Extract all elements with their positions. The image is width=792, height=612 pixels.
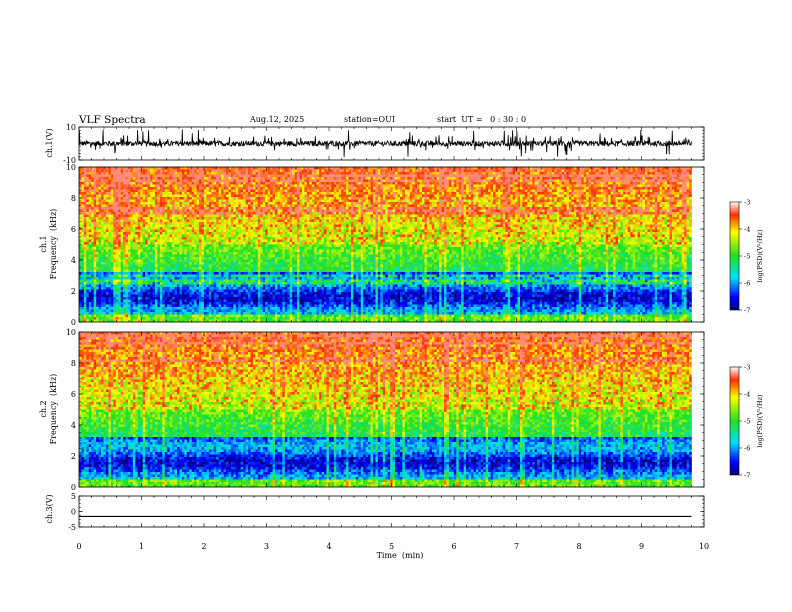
time-tick-label: 6 (451, 542, 456, 551)
ch1-waveform-trace (78, 129, 692, 158)
ch1-colorbar-label: log(PSD)(V²/Hz) (756, 229, 764, 282)
ch2-spectrogram-panel: 0 2 4 6 8 10 (66, 328, 705, 492)
time-tick-label: 2 (201, 542, 206, 551)
time-tick-label: 7 (514, 542, 519, 551)
time-tick-label: 5 (389, 542, 394, 551)
ch1-colorbar: -3 -4 -5 -6 -7 log(PSD)(V²/Hz) (729, 199, 764, 315)
ch1-spectrogram-panel: 0 2 4 6 8 10 (66, 163, 705, 327)
ch2-spec-cells (79, 332, 692, 488)
ch1-spec-ytick-label: 6 (71, 225, 76, 234)
ch2-spec-ylabel-channel: ch.2 (39, 400, 48, 417)
ch1-spec-cells (79, 167, 692, 323)
ch2-spec-ytick-label: 0 (71, 483, 76, 492)
ch1-spec-ytick-label: 0 (71, 318, 76, 327)
ch1-spec-ytick-label: 10 (66, 163, 76, 172)
time-tick-label: 3 (264, 542, 269, 551)
colorbar-tick-label: -7 (744, 472, 750, 480)
time-tick-label: 8 (576, 542, 581, 551)
colorbar-tick-label: -3 (744, 199, 750, 207)
ch3-ytick-label: -5 (68, 523, 76, 532)
colorbar-tick-label: -3 (744, 364, 750, 372)
date-label: Aug.12, 2025 (249, 115, 304, 124)
time-tick-label: 4 (326, 542, 331, 551)
ch1-ytick-label: 10 (66, 123, 76, 132)
ch3-frame (78, 495, 705, 528)
ch2-spec-ytick-label: 8 (71, 359, 76, 368)
ch3-ylabel: ch.3(V) (45, 494, 54, 523)
station-label: station=OUI (344, 115, 395, 124)
time-tick-label: 10 (699, 542, 709, 551)
time-axis: 0 1 2 3 4 5 6 7 8 9 10 (76, 542, 709, 551)
figure-title: VLF Spectra (78, 114, 146, 126)
colorbar-tick-label: -6 (744, 445, 750, 453)
ch2-spec-ytick-label: 2 (71, 452, 76, 461)
colorbar-tick-label: -5 (744, 418, 750, 426)
ch1-spec-ytick-label: 2 (71, 287, 76, 296)
ch2-spec-ytick-label: 10 (66, 328, 76, 337)
ch2-colorbar: -3 -4 -5 -6 -7 log(PSD)(V²/Hz) (729, 364, 764, 480)
time-tick-label: 9 (639, 542, 644, 551)
ch2-spec-ylabel-frequency: Frequency (kHz) (49, 374, 58, 445)
colorbar-tick-label: -6 (744, 280, 750, 288)
time-axis-label: Time (min) (377, 551, 424, 560)
ch2-colorbar-label: log(PSD)(V²/Hz) (756, 394, 764, 447)
ch2-spec-ytick-label: 6 (71, 390, 76, 399)
ch3-ytick-label: 5 (71, 492, 76, 501)
start-ut-label: start UT = 0 : 30 : 0 (437, 115, 526, 124)
ch3-waveform-panel: 5 0 -5 (68, 492, 705, 532)
ch1-spec-ytick-label: 4 (71, 256, 76, 265)
colorbar-tick-label: -4 (744, 226, 750, 234)
time-tick-label: 0 (76, 542, 81, 551)
ch1-spec-ylabel-channel: ch.1 (39, 235, 48, 252)
ch2-spec-ytick-label: 4 (71, 421, 76, 430)
ch1-spec-ylabel-frequency: Frequency (kHz) (49, 209, 58, 280)
colorbar-tick-label: -5 (744, 253, 750, 261)
ch1-spec-ytick-label: 8 (71, 194, 76, 203)
colorbar-tick-label: -4 (744, 391, 750, 399)
ch1-waveform-panel: 10 -10 (63, 123, 705, 165)
time-tick-label: 1 (139, 542, 144, 551)
ch3-ytick-label: 0 (71, 508, 76, 517)
colorbar-tick-label: -7 (744, 307, 750, 315)
ch1-ytick-label: -10 (63, 156, 76, 165)
ch1-ylabel: ch.1(V) (45, 128, 54, 157)
